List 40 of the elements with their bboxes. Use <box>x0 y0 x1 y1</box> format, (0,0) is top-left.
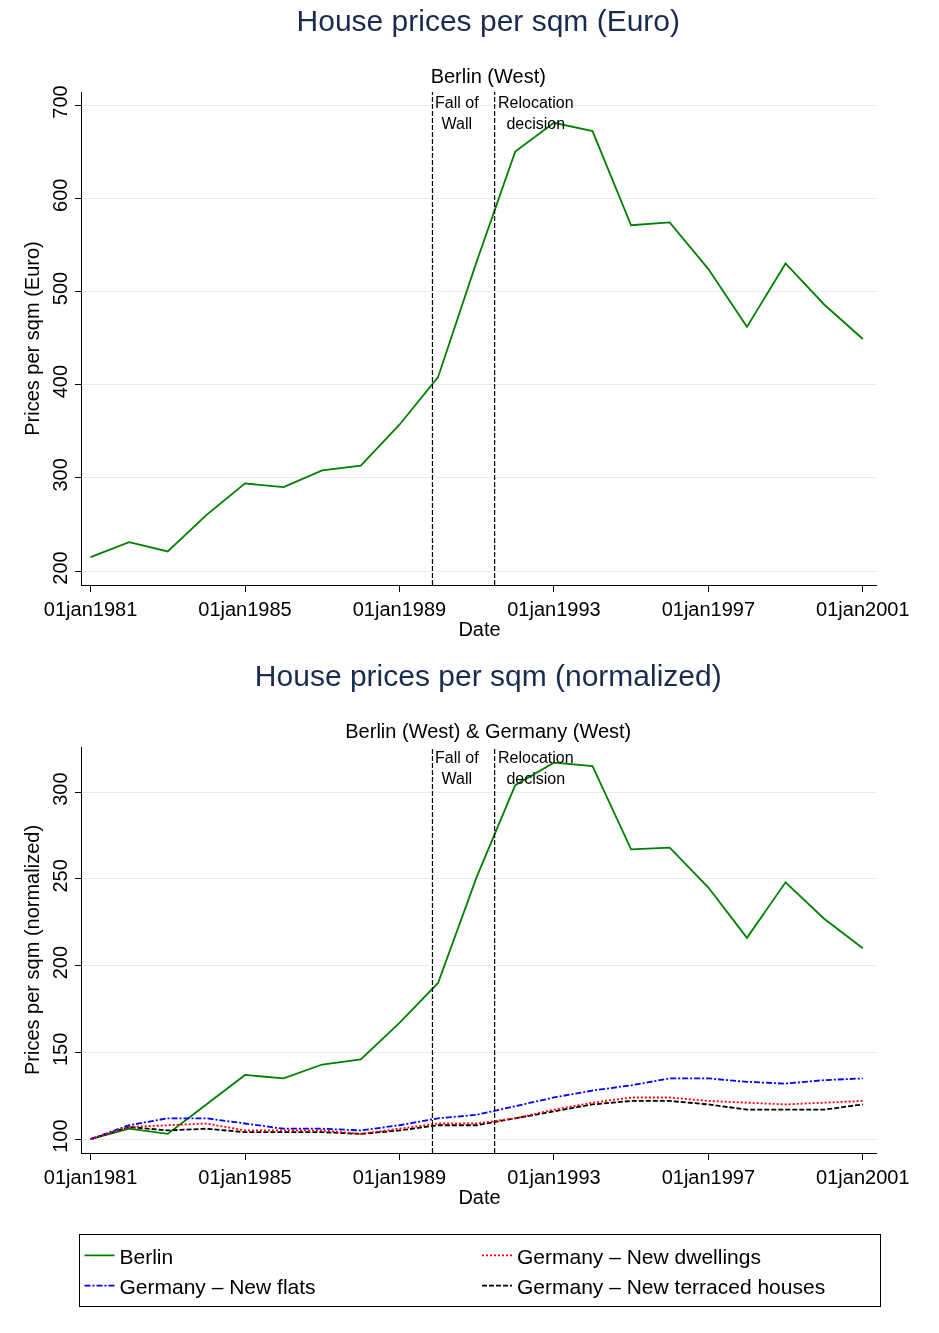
ref-line-label: Relocation decision <box>498 94 574 132</box>
chart-title: House prices per sqm (normalized) <box>254 659 722 693</box>
x-tick-label: 01jan1985 <box>198 598 292 620</box>
x-tick-label: 01jan1997 <box>661 598 756 620</box>
y-axis-title: Prices per sqm (normalized) <box>20 824 43 1076</box>
y-tick-label: 200 <box>49 551 71 585</box>
x-tick-label: 01jan1997 <box>661 1166 756 1188</box>
y-tick-label: 500 <box>49 271 71 306</box>
line-series <box>89 761 864 1141</box>
x-axis-title: Date <box>458 1185 501 1208</box>
chart-subtitle: Berlin (West) & Germany (West) <box>345 720 632 743</box>
ref-line-label: Fall of Wall <box>435 749 480 787</box>
x-tick-label: 01jan1993 <box>507 598 601 620</box>
y-tick-label: 250 <box>49 859 71 893</box>
chart-subtitle: Berlin (West) <box>430 64 546 87</box>
y-tick-label: 300 <box>49 772 71 806</box>
chart-title: House prices per sqm (Euro) <box>296 3 681 37</box>
ref-line-label: Fall of Wall <box>435 94 480 132</box>
y-tick-label: 150 <box>49 1032 71 1067</box>
legend-label: Berlin <box>119 1244 174 1268</box>
y-tick-label: 200 <box>49 945 71 980</box>
legend-label: Germany – New terraced houses <box>517 1274 826 1298</box>
x-tick-label: 01jan1985 <box>198 1166 292 1188</box>
x-axis-title: Date <box>458 617 501 640</box>
x-tick-label: 01jan1981 <box>43 598 138 620</box>
legend-label: Germany – New dwellings <box>517 1244 761 1268</box>
x-tick-label: 01jan1989 <box>352 1166 447 1188</box>
x-tick-label: 01jan1993 <box>507 1166 601 1188</box>
x-tick-label: 01jan1989 <box>352 598 447 620</box>
x-tick-label: 01jan1981 <box>43 1166 138 1188</box>
x-tick-label: 01jan2001 <box>816 1166 910 1188</box>
y-tick-label: 700 <box>49 85 71 119</box>
line-series <box>89 1077 864 1141</box>
y-tick-label: 400 <box>49 364 71 399</box>
y-tick-label: 600 <box>49 178 71 212</box>
y-tick-label: 100 <box>49 1119 71 1153</box>
legend-label: Germany – New flats <box>119 1274 316 1298</box>
x-tick-label: 01jan2001 <box>816 598 910 620</box>
y-axis-title: Prices per sqm (Euro) <box>20 241 43 436</box>
y-tick-label: 300 <box>49 458 71 492</box>
